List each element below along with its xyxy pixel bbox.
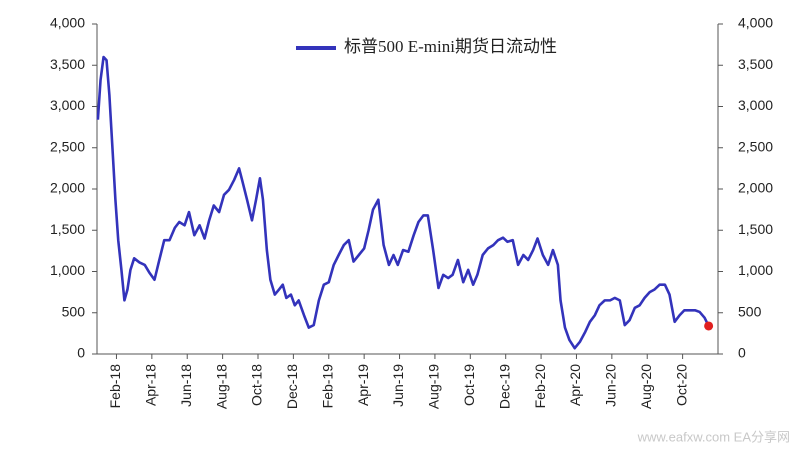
y2-tick-label: 2,500 (738, 138, 773, 154)
y2-tick-label: 2,000 (738, 180, 773, 196)
x-tick-label: Apr-18 (143, 364, 159, 406)
y-tick-label: 4,000 (50, 15, 85, 31)
y-tick-label: 2,500 (50, 138, 85, 154)
x-tick-label: Feb-18 (107, 364, 123, 409)
x-tick-label: Apr-20 (567, 364, 583, 406)
x-tick-label: Aug-20 (638, 364, 654, 409)
x-tick-label: Dec-18 (284, 364, 300, 409)
y2-tick-label: 0 (738, 345, 746, 361)
y-tick-label: 3,000 (50, 97, 85, 113)
y2-tick-label: 1,500 (738, 221, 773, 237)
x-tick-label: Aug-19 (426, 364, 442, 409)
x-tick-label: Feb-20 (532, 364, 548, 409)
y-tick-label: 500 (62, 303, 86, 319)
y2-tick-label: 3,000 (738, 97, 773, 113)
y-tick-label: 2,000 (50, 180, 85, 196)
last-point (704, 321, 714, 331)
x-tick-label: Apr-19 (355, 364, 371, 406)
watermark: www.eafxw.com EA分享网 (637, 429, 790, 444)
x-tick-label: Oct-19 (461, 364, 477, 406)
y2-tick-label: 3,500 (738, 56, 773, 72)
x-tick-label: Aug-18 (213, 364, 229, 409)
y-tick-label: 0 (77, 345, 85, 361)
y-tick-label: 3,500 (50, 56, 85, 72)
legend-label: 标普500 E-mini期货日流动性 (344, 37, 557, 56)
y-tick-label: 1,500 (50, 221, 85, 237)
x-tick-label: Oct-18 (249, 364, 265, 406)
y2-tick-label: 4,000 (738, 15, 773, 31)
y2-tick-label: 500 (738, 303, 762, 319)
x-tick-label: Jun-19 (390, 364, 406, 407)
x-tick-label: Oct-20 (673, 364, 689, 406)
y2-tick-label: 1,000 (738, 262, 773, 278)
x-tick-label: Jun-20 (603, 364, 619, 407)
x-tick-label: Feb-19 (319, 364, 335, 409)
y-tick-label: 1,000 (50, 262, 85, 278)
data-line (96, 55, 710, 350)
x-tick-label: Dec-19 (496, 364, 512, 409)
x-tick-label: Jun-18 (178, 364, 194, 407)
